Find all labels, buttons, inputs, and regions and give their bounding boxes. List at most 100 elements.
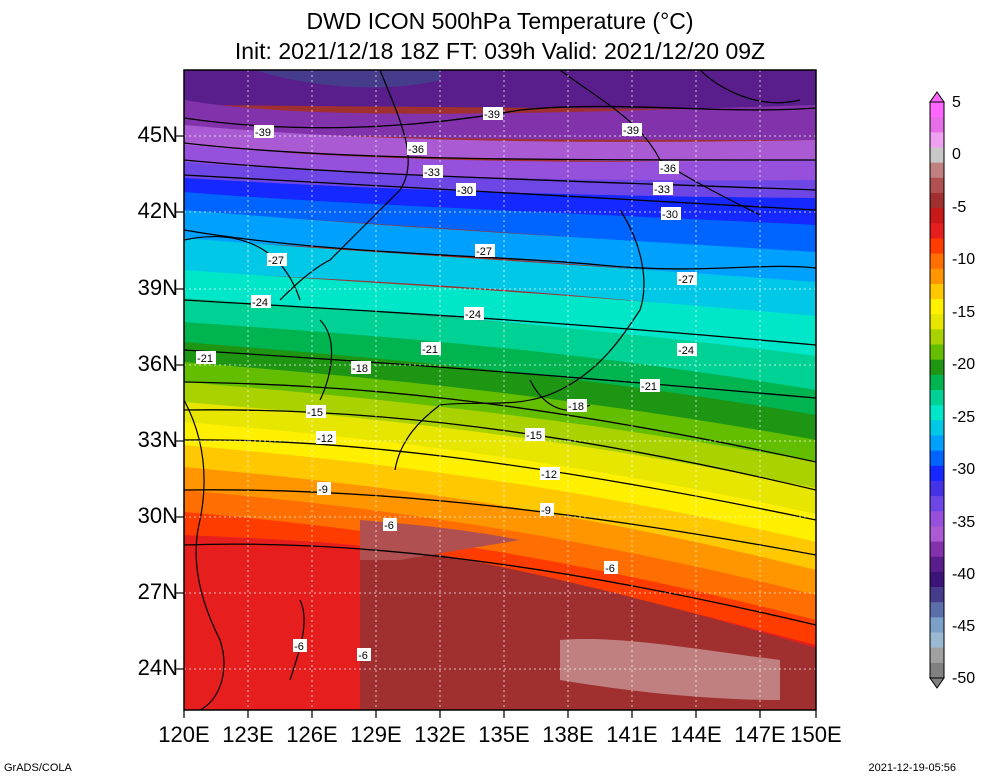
colorbar-swatch — [930, 162, 944, 179]
colorbar-swatch — [930, 329, 944, 346]
colorbar-label: -5 — [952, 199, 967, 216]
colorbar-swatch — [930, 435, 944, 452]
colorbar-label: -20 — [952, 356, 976, 373]
colorbar-label: 0 — [952, 146, 961, 163]
colorbar-swatch — [930, 496, 944, 512]
colorbar-swatch — [930, 511, 944, 527]
lon-label-144e: 144E — [670, 722, 722, 747]
lon-label-150e: 150E — [790, 722, 842, 747]
contour-label: -6 — [294, 641, 304, 653]
colorbar-label: -25 — [952, 409, 976, 426]
contour-label: -21 — [422, 344, 438, 356]
colorbar-swatch — [930, 344, 944, 361]
contour-label: -33 — [424, 167, 440, 179]
colorbar — [929, 91, 945, 689]
colorbar-swatch — [930, 662, 944, 679]
colorbar-swatch — [930, 102, 944, 118]
lat-label-24n: 24N — [137, 655, 178, 680]
colorbar-swatch — [930, 253, 944, 270]
software-credit: GrADS/COLA — [4, 762, 72, 774]
colorbar-swatch — [930, 587, 944, 603]
colorbar-swatch — [930, 283, 944, 300]
colorbar-top-arrow — [929, 91, 945, 103]
colorbar-swatch — [930, 465, 944, 482]
lon-label-132e: 132E — [414, 722, 466, 747]
contour-label: -36 — [660, 163, 676, 175]
colorbar-swatch — [930, 632, 944, 649]
colorbar-swatch — [930, 480, 944, 497]
colorbar-label: -30 — [952, 461, 976, 478]
colorbar-swatch — [930, 223, 944, 239]
contour-label: -6 — [605, 563, 615, 575]
lon-label-120e: 120E — [158, 722, 210, 747]
lat-label-36n: 36N — [137, 351, 178, 376]
colorbar-swatch — [930, 208, 944, 224]
colorbar-swatch — [930, 526, 944, 543]
lon-label-135e: 135E — [478, 722, 530, 747]
contour-label-group: -39 -39 -39 -36 -36 -33 -33 -30 -30 -27 … — [196, 107, 697, 662]
colorbar-label: 5 — [952, 94, 961, 111]
colorbar-swatch — [930, 177, 944, 194]
colorbar-swatch — [930, 450, 944, 467]
colorbar-swatch — [930, 132, 944, 148]
contour-label: -18 — [568, 401, 584, 413]
contour-label: -33 — [654, 184, 670, 196]
map-title: DWD ICON 500hPa Temperature (°C) — [306, 8, 694, 34]
contour-label: -18 — [352, 363, 368, 375]
contour-label: -24 — [465, 309, 481, 321]
contour-label: -6 — [384, 520, 394, 532]
contour-label: -15 — [526, 430, 542, 442]
colorbar-label: -35 — [952, 514, 976, 531]
map-frame — [183, 69, 817, 711]
colorbar-label: -45 — [952, 618, 976, 635]
contour-label: -9 — [541, 505, 551, 517]
colorbar-label: -40 — [952, 566, 976, 583]
colorbar-swatch — [930, 647, 944, 664]
lat-label-39n: 39N — [137, 275, 178, 300]
contour-label: -6 — [358, 650, 368, 662]
contour-label: -39 — [255, 127, 271, 139]
contour-label: -21 — [197, 353, 213, 365]
colorbar-swatch — [930, 602, 944, 618]
axis-ticks — [176, 135, 817, 718]
graticule — [184, 70, 816, 710]
contour-label: -27 — [268, 255, 284, 267]
contour-label: -24 — [252, 297, 268, 309]
contour-label: -21 — [641, 381, 657, 393]
colorbar-swatch — [930, 420, 944, 436]
contour-label: -27 — [476, 246, 492, 258]
colorbar-swatch — [930, 571, 944, 588]
colorbar-label: -50 — [952, 670, 976, 687]
lon-label-123e: 123E — [222, 722, 274, 747]
colorbar-swatch — [930, 192, 944, 209]
colorbar-swatch — [930, 314, 944, 330]
colorbar-swatch — [930, 268, 944, 285]
temperature-field: -39 -39 -39 -36 -36 -33 -33 -30 -30 -27 … — [184, 70, 816, 710]
colorbar-swatch — [930, 238, 944, 255]
contour-label: -15 — [307, 407, 323, 419]
contour-label: -30 — [662, 209, 678, 221]
contour-label: -30 — [457, 185, 473, 197]
lon-label-126e: 126E — [286, 722, 338, 747]
contour-label: -36 — [408, 144, 424, 156]
contour-label: -24 — [678, 345, 694, 357]
lat-label-33n: 33N — [137, 427, 178, 452]
contour-label: -9 — [318, 484, 328, 496]
colorbar-bottom-arrow — [929, 677, 945, 689]
colorbar-frame — [929, 101, 945, 679]
contour-label: -27 — [678, 274, 694, 286]
colorbar-swatch — [930, 405, 944, 421]
lat-label-27n: 27N — [137, 579, 178, 604]
colorbar-swatch — [930, 117, 944, 133]
lon-label-147e: 147E — [734, 722, 786, 747]
contour-label: -12 — [541, 469, 557, 481]
contour-label: -39 — [484, 109, 500, 121]
colorbar-swatch — [930, 617, 944, 634]
colorbar-swatch — [930, 299, 944, 315]
colorbar-swatch — [930, 556, 944, 573]
colorbar-label: -15 — [952, 304, 976, 321]
colorbar-swatch — [930, 359, 944, 376]
lon-label-141e: 141E — [606, 722, 658, 747]
colorbar-label: -10 — [952, 251, 976, 268]
lat-label-30n: 30N — [137, 503, 178, 528]
